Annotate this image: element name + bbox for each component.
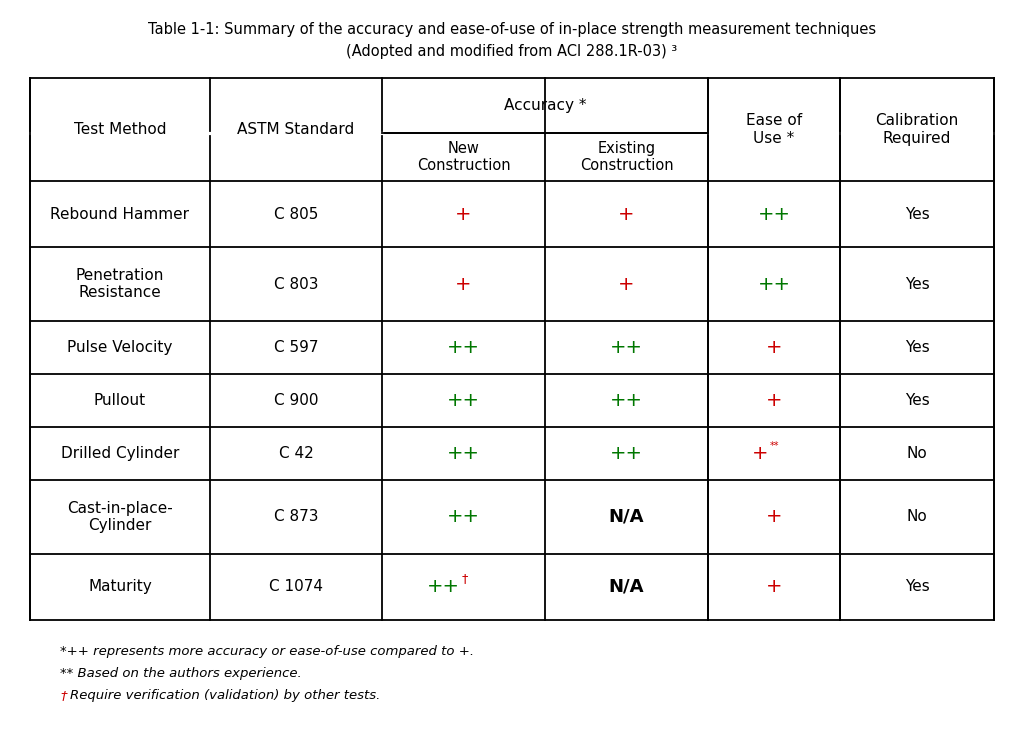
Text: +: + [456, 275, 472, 294]
Text: Pulse Velocity: Pulse Velocity [68, 340, 173, 355]
Text: Yes: Yes [904, 207, 930, 222]
Text: ++: ++ [610, 444, 643, 463]
Text: Require verification (validation) by other tests.: Require verification (validation) by oth… [70, 689, 380, 702]
Text: Existing
Construction: Existing Construction [580, 141, 674, 173]
Text: +: + [766, 391, 782, 410]
Text: Yes: Yes [904, 277, 930, 292]
Text: Accuracy *: Accuracy * [504, 98, 587, 113]
Text: ++: ++ [447, 507, 480, 527]
Text: +: + [766, 577, 782, 596]
Text: Maturity: Maturity [88, 580, 152, 595]
Text: +: + [618, 275, 635, 294]
Text: C 42: C 42 [279, 446, 313, 461]
Text: ++: ++ [758, 204, 791, 224]
Text: C 873: C 873 [273, 510, 318, 524]
Text: Yes: Yes [904, 580, 930, 595]
Text: ** Based on the authors experience.: ** Based on the authors experience. [60, 667, 302, 680]
Text: ++: ++ [610, 391, 643, 410]
Text: N/A: N/A [608, 578, 644, 596]
Text: Ease of
Use *: Ease of Use * [745, 113, 802, 145]
Text: +: + [456, 204, 472, 224]
Text: Pullout: Pullout [94, 393, 146, 408]
Text: ++: ++ [447, 338, 480, 357]
Text: ++: ++ [427, 577, 460, 596]
Text: Yes: Yes [904, 393, 930, 408]
Text: ++: ++ [447, 391, 480, 410]
Text: **: ** [770, 441, 779, 451]
Text: New
Construction: New Construction [417, 141, 510, 173]
Text: C 1074: C 1074 [269, 580, 323, 595]
Text: †: † [60, 689, 67, 702]
Text: Penetration
Resistance: Penetration Resistance [76, 268, 164, 301]
Text: Test Method: Test Method [74, 122, 166, 137]
Text: C 597: C 597 [273, 340, 318, 355]
Text: No: No [906, 446, 928, 461]
Text: Calibration
Required: Calibration Required [876, 113, 958, 145]
Text: C 803: C 803 [273, 277, 318, 292]
Text: ++: ++ [447, 444, 480, 463]
Text: †: † [462, 572, 468, 586]
Text: ASTM Standard: ASTM Standard [238, 122, 354, 137]
Text: ++: ++ [610, 338, 643, 357]
Text: Drilled Cylinder: Drilled Cylinder [60, 446, 179, 461]
Text: C 900: C 900 [273, 393, 318, 408]
Text: +: + [766, 338, 782, 357]
Text: Table 1-1: Summary of the accuracy and ease-of-use of in-place strength measurem: Table 1-1: Summary of the accuracy and e… [147, 22, 877, 37]
Text: No: No [906, 510, 928, 524]
Text: (Adopted and modified from ACI 288.1R-03) ³: (Adopted and modified from ACI 288.1R-03… [346, 44, 678, 59]
Text: +: + [752, 444, 768, 463]
Text: Rebound Hammer: Rebound Hammer [50, 207, 189, 222]
Text: Yes: Yes [904, 340, 930, 355]
Text: *++ represents more accuracy or ease-of-use compared to +.: *++ represents more accuracy or ease-of-… [60, 645, 474, 658]
Text: C 805: C 805 [273, 207, 318, 222]
Text: N/A: N/A [608, 508, 644, 526]
Text: +: + [766, 507, 782, 527]
Text: ++: ++ [758, 275, 791, 294]
Text: Cast-in-place-
Cylinder: Cast-in-place- Cylinder [68, 501, 173, 533]
Text: +: + [618, 204, 635, 224]
